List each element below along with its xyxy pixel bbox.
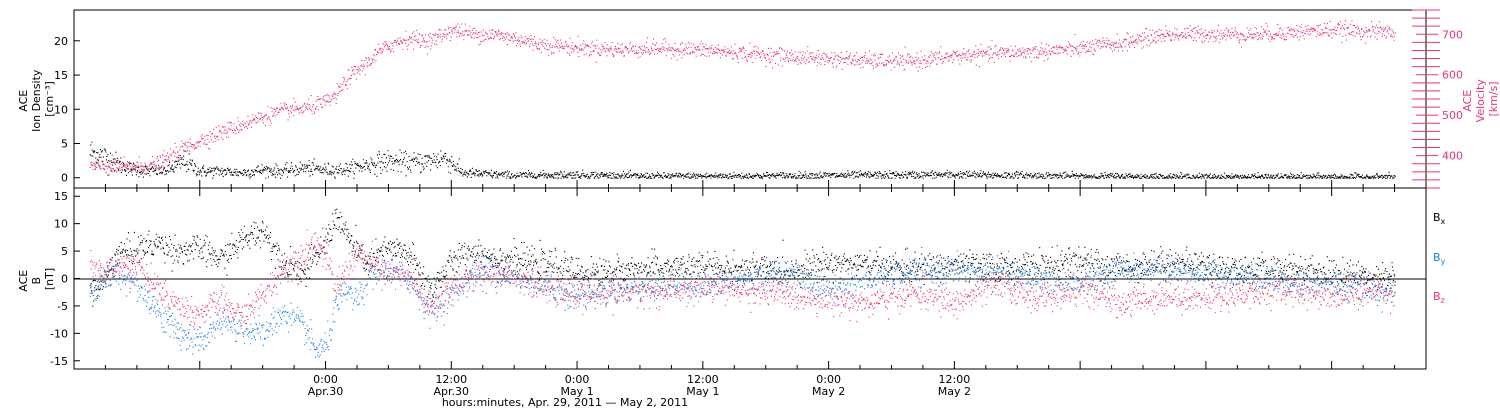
density-tick-label: 0 <box>61 172 68 185</box>
x-tick-time-label: 12:00 <box>939 373 971 386</box>
b-tick-label: -10 <box>50 327 68 340</box>
x-tick-date-label: May 1 <box>560 385 593 398</box>
x-axis-title: hours:minutes, Apr. 29, 2011 — May 2, 20… <box>442 396 688 409</box>
velocity-ylabel-line2: Velocity <box>1474 79 1487 123</box>
b-ylabel-line1: ACE <box>17 270 30 292</box>
b-tick-label: 0 <box>61 273 68 286</box>
b-tick-label: -5 <box>57 300 68 313</box>
b-ylabel-line3: [nT] <box>43 268 56 290</box>
bottom-x-ticks <box>73 188 1427 369</box>
b-tick-label: 10 <box>54 218 68 231</box>
x-tick-date-label: May 2 <box>812 385 845 398</box>
density-ylabel-line3: [cm⁻³] <box>43 81 56 117</box>
top-series-0 <box>89 141 1396 179</box>
velocity-tick-label: 500 <box>1442 109 1463 122</box>
top-series-points-0 <box>89 141 1396 179</box>
velocity-ylabel: ACE Velocity [km/s] <box>1461 76 1500 123</box>
x-tick-time-label: 12:00 <box>435 373 467 386</box>
velocity-tick-label: 600 <box>1442 69 1463 82</box>
x-tick-date-label: Apr.30 <box>434 385 470 398</box>
b-field-axis: -15 -10 -5 0 5 10 15 <box>50 190 80 368</box>
legend-bz: Bz <box>1433 290 1445 305</box>
x-tick-time-label: 0:00 <box>565 373 590 386</box>
x-tick-time-label: 0:00 <box>816 373 841 386</box>
b-legend: Bx By Bz <box>1433 211 1446 305</box>
density-axis: 0 5 10 15 20 <box>54 35 80 185</box>
x-tick-time-label: 12:00 <box>687 373 719 386</box>
top-series-group <box>89 20 1396 179</box>
density-tick-label: 5 <box>61 138 68 151</box>
b-field-ylabel: ACE B [nT] <box>17 266 56 291</box>
b-ylabel-line2: B <box>30 277 43 285</box>
b-tick-label: 5 <box>61 245 68 258</box>
x-tick-date-label: Apr.30 <box>308 385 344 398</box>
velocity-ylabel-line1: ACE <box>1461 90 1474 112</box>
velocity-tick-label: 400 <box>1442 150 1463 163</box>
density-tick-label: 10 <box>54 103 68 116</box>
b-tick-label: -15 <box>50 355 68 368</box>
x-tick-time-label: 0:00 <box>313 373 338 386</box>
bottom-panel: -15 -10 -5 0 5 10 15 ACE B [nT] Bx By Bz <box>17 187 1446 370</box>
velocity-tick-label: 700 <box>1442 28 1463 41</box>
density-tick-label: 15 <box>54 69 68 82</box>
density-ylabel-line1: ACE <box>17 90 30 112</box>
density-ylabel-line2: Ion Density <box>30 69 43 132</box>
legend-bx: Bx <box>1433 211 1446 226</box>
x-tick-date-label: May 1 <box>686 385 719 398</box>
b-tick-label: 15 <box>54 190 68 203</box>
legend-by: By <box>1433 251 1446 266</box>
density-tick-label: 20 <box>54 35 68 48</box>
x-tick-date-label: May 2 <box>938 385 971 398</box>
density-ylabel: ACE Ion Density [cm⁻³] <box>17 66 56 132</box>
top-x-ticks <box>73 180 1427 188</box>
velocity-ylabel-line3: [km/s] <box>1487 81 1500 116</box>
